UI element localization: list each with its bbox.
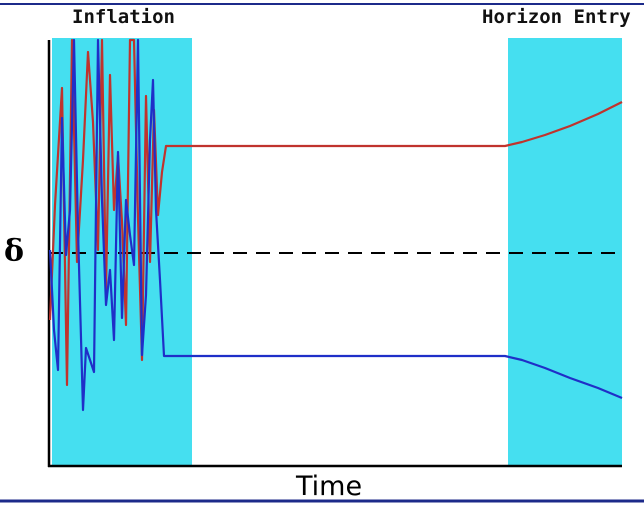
blue-mode-curve — [48, 38, 623, 412]
horizon-entry-label: Horizon Entry — [482, 6, 631, 28]
inflation-label: Inflation — [72, 6, 175, 28]
y-axis-label: δ — [4, 234, 25, 269]
x-axis-label: Time — [296, 471, 363, 502]
